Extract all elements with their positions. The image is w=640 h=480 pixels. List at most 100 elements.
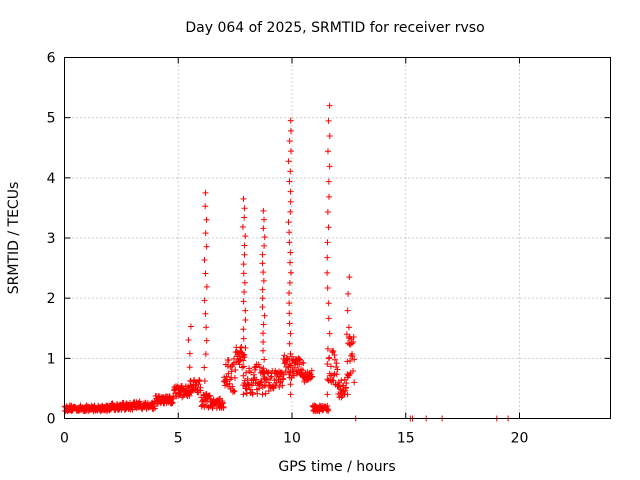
data-point: [267, 375, 274, 382]
data-point: [347, 341, 354, 348]
data-point: [276, 383, 283, 390]
data-point: [326, 354, 333, 361]
data-point: [284, 356, 291, 363]
data-point: [344, 374, 351, 381]
data-point: [186, 364, 193, 371]
data-point: [187, 323, 194, 330]
data-point: [308, 374, 315, 381]
data-point: [280, 375, 287, 382]
data-point: [287, 198, 294, 205]
data-point: [259, 286, 266, 293]
data-point: [225, 357, 232, 364]
data-points: [61, 102, 512, 422]
data-point: [341, 376, 348, 383]
data-point: [287, 249, 294, 256]
data-point: [261, 356, 268, 363]
data-point: [186, 350, 193, 357]
data-point: [286, 229, 293, 236]
data-point: [260, 347, 267, 354]
data-point: [240, 363, 247, 370]
data-point: [280, 371, 287, 378]
data-point: [235, 353, 242, 360]
data-point: [326, 133, 333, 140]
data-point: [286, 178, 293, 185]
x-tick-label: 15: [397, 431, 415, 447]
data-point: [334, 366, 341, 373]
data-point: [240, 261, 247, 268]
data-point: [327, 363, 334, 370]
data-point: [286, 300, 293, 307]
data-point: [326, 330, 333, 337]
tick-labels: 0 1 2 3 4 5 6 0 5 10 15 20: [47, 51, 529, 447]
data-point: [241, 289, 248, 296]
data-point: [351, 379, 358, 386]
data-point: [288, 362, 295, 369]
data-point: [261, 242, 268, 249]
data-point: [256, 364, 263, 371]
data-point: [332, 356, 339, 363]
data-point: [286, 239, 293, 246]
data-point: [325, 224, 332, 231]
data-point: [240, 335, 247, 342]
data-point: [336, 383, 343, 390]
data-point: [206, 392, 213, 399]
data-point: [225, 370, 232, 377]
data-point: [260, 269, 267, 276]
x-tick-label: 10: [283, 431, 301, 447]
data-point: [287, 168, 294, 175]
data-point: [259, 295, 266, 302]
data-point: [286, 361, 293, 368]
data-point: [287, 148, 294, 155]
data-point: [238, 343, 245, 350]
data-point: [325, 315, 332, 322]
data-point: [250, 371, 257, 378]
data-point: [229, 383, 236, 390]
data-point: [324, 239, 331, 246]
data-point: [265, 387, 272, 394]
data-point: [333, 363, 340, 370]
data-point: [279, 382, 286, 389]
data-point: [231, 374, 238, 381]
data-point: [338, 377, 345, 384]
data-point: [333, 360, 340, 367]
data-point: [330, 372, 337, 379]
data-point: [261, 382, 268, 389]
data-point: [265, 369, 272, 376]
data-point: [202, 230, 209, 237]
data-point: [324, 376, 331, 383]
data-point: [201, 377, 208, 384]
data-point: [201, 364, 208, 371]
data-point: [260, 373, 267, 380]
data-point: [262, 390, 269, 397]
data-point: [285, 158, 292, 165]
data-point: [151, 405, 158, 412]
data-point: [260, 207, 267, 214]
data-point: [240, 195, 247, 202]
y-axis-label: SRMTID / TECUs: [6, 182, 22, 295]
data-point: [287, 208, 294, 215]
data-point: [261, 312, 268, 319]
data-point: [299, 359, 306, 366]
data-point: [240, 357, 247, 364]
data-point: [242, 316, 249, 323]
data-point: [242, 233, 249, 240]
x-tick-label: 5: [174, 431, 183, 447]
y-tick-label: 0: [47, 412, 56, 428]
data-point: [241, 214, 248, 221]
data-point: [240, 391, 247, 398]
data-point: [344, 391, 351, 398]
data-point: [186, 391, 193, 398]
data-point: [228, 368, 235, 375]
data-point: [324, 285, 331, 292]
data-point: [287, 381, 294, 388]
data-point: [345, 324, 352, 331]
data-point: [326, 193, 333, 200]
data-point: [324, 269, 331, 276]
y-tick-label: 1: [47, 351, 56, 367]
data-point: [258, 379, 265, 386]
data-point: [202, 310, 209, 317]
data-point: [349, 353, 356, 360]
data-point: [252, 366, 259, 373]
data-point: [259, 260, 266, 267]
